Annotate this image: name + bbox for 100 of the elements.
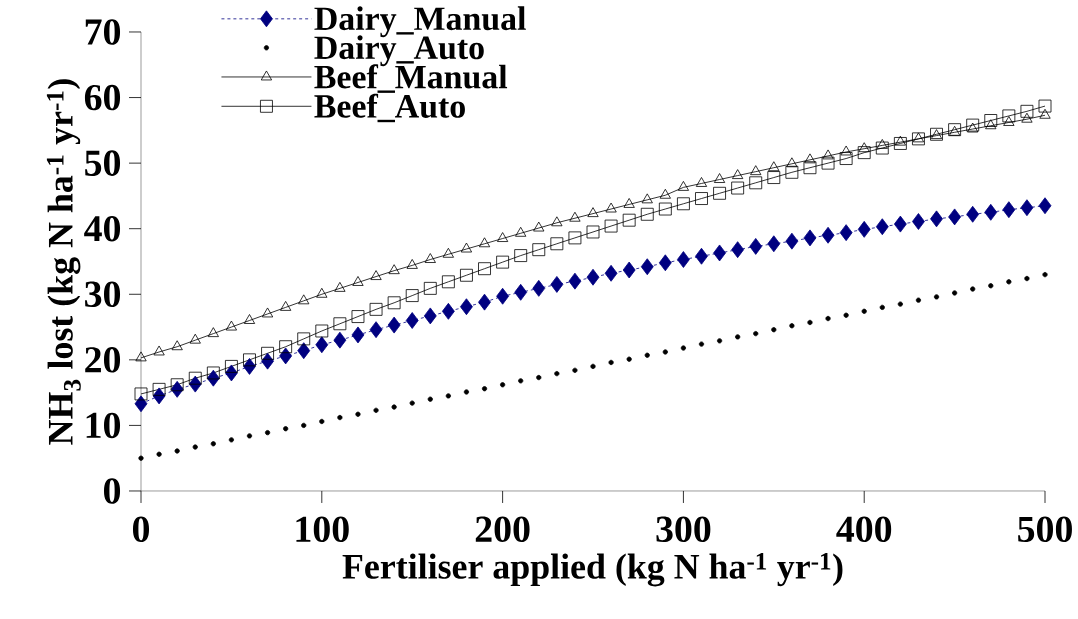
point <box>893 215 907 233</box>
point <box>735 334 741 340</box>
point <box>298 294 310 305</box>
point <box>319 418 325 425</box>
point <box>460 242 473 253</box>
point <box>1002 201 1016 219</box>
point <box>659 188 671 199</box>
point <box>771 327 777 333</box>
point <box>316 287 328 298</box>
point <box>572 367 578 373</box>
point <box>532 243 546 257</box>
point <box>405 289 419 302</box>
point <box>875 218 889 236</box>
point <box>587 207 599 218</box>
point <box>192 444 198 450</box>
point <box>478 237 491 248</box>
point <box>840 145 852 156</box>
point <box>857 220 871 238</box>
point <box>893 137 907 150</box>
legend-label: Beef_Auto <box>314 93 465 123</box>
y-tick-label: 20 <box>85 347 121 373</box>
point <box>441 302 455 320</box>
point <box>586 268 600 286</box>
point <box>1042 272 1048 278</box>
point <box>658 202 672 216</box>
point <box>807 319 813 326</box>
point <box>912 213 925 230</box>
point <box>423 281 437 295</box>
point <box>315 324 329 338</box>
point <box>391 404 397 410</box>
point <box>514 283 528 301</box>
point <box>533 221 545 232</box>
point <box>369 302 383 316</box>
point <box>879 304 885 310</box>
point <box>825 315 831 322</box>
point <box>280 300 292 311</box>
point <box>1006 279 1012 285</box>
point <box>822 149 834 160</box>
point <box>984 114 998 127</box>
point <box>677 180 690 191</box>
point <box>337 414 343 421</box>
point <box>839 224 853 242</box>
point <box>315 336 329 354</box>
point <box>1020 104 1034 118</box>
point <box>264 430 271 436</box>
point <box>604 219 618 233</box>
point <box>460 268 473 282</box>
point <box>695 247 708 265</box>
point <box>1024 275 1030 282</box>
point <box>225 320 238 331</box>
point <box>387 316 401 334</box>
point <box>861 308 867 314</box>
point <box>206 366 220 380</box>
point <box>406 259 418 269</box>
point <box>786 157 798 168</box>
point <box>351 310 365 323</box>
point <box>261 346 274 360</box>
y-tick-label: 30 <box>85 281 121 308</box>
point <box>463 389 470 395</box>
point <box>1021 112 1033 123</box>
y-axis-title: NH$_{3}$ lost (kg N ha$^{-1}$ yr$^{-1}$) <box>46 79 81 445</box>
y-tick-label: 70 <box>85 19 121 45</box>
point <box>1038 99 1052 113</box>
point <box>930 210 943 228</box>
point <box>626 356 632 362</box>
point <box>952 290 958 296</box>
point <box>622 213 636 227</box>
point <box>460 298 473 316</box>
point <box>441 275 455 289</box>
point <box>785 232 799 250</box>
point <box>1002 109 1016 123</box>
point <box>352 276 364 286</box>
point <box>207 327 219 338</box>
point <box>496 255 510 269</box>
point <box>731 181 745 195</box>
point <box>749 238 763 255</box>
point <box>514 249 528 262</box>
point <box>515 226 527 237</box>
point <box>785 165 799 179</box>
point <box>839 152 853 165</box>
point <box>210 441 216 447</box>
point <box>500 382 506 388</box>
point <box>857 146 871 160</box>
point <box>536 374 542 381</box>
point <box>967 122 979 133</box>
point <box>497 232 509 242</box>
point <box>388 264 400 275</box>
point <box>789 323 795 329</box>
point <box>134 387 148 401</box>
point <box>1039 108 1051 119</box>
point <box>1003 116 1015 126</box>
point <box>1020 199 1034 217</box>
point <box>622 261 636 279</box>
point <box>803 161 817 175</box>
point <box>370 270 382 280</box>
point <box>641 193 653 204</box>
point <box>333 331 347 349</box>
point <box>605 202 617 213</box>
point <box>966 118 980 132</box>
point <box>677 197 690 211</box>
